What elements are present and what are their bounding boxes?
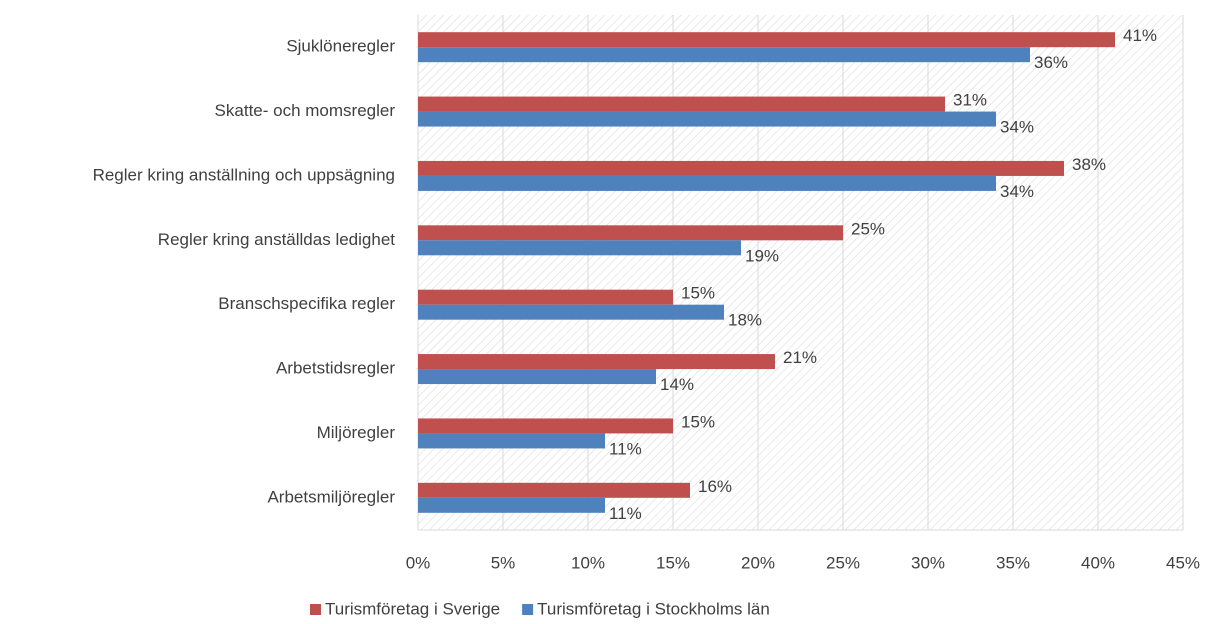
x-tick-label: 10% (571, 553, 605, 572)
data-label: 19% (745, 246, 779, 265)
data-label: 36% (1034, 53, 1068, 72)
data-label: 34% (1000, 182, 1034, 201)
data-label: 34% (1000, 118, 1034, 137)
data-label: 14% (660, 375, 694, 394)
x-tick-label: 5% (491, 553, 516, 572)
y-tick-label: Sjuklöneregler (286, 37, 395, 56)
legend-label: Turismföretag i Stockholms län (537, 599, 770, 618)
x-tick-label: 30% (911, 553, 945, 572)
data-label: 38% (1072, 155, 1106, 174)
x-tick-label: 40% (1081, 553, 1115, 572)
bar (418, 111, 996, 127)
data-label: 11% (609, 439, 642, 458)
legend-label: Turismföretag i Sverige (325, 599, 500, 618)
bar (418, 354, 775, 370)
x-tick-label: 15% (656, 553, 690, 572)
x-tick-label: 20% (741, 553, 775, 572)
bar (418, 225, 843, 241)
y-tick-label: Regler kring anställning och uppsägning (93, 165, 395, 184)
x-tick-label: 25% (826, 553, 860, 572)
data-label: 11% (609, 504, 642, 523)
data-label: 18% (728, 311, 762, 330)
y-tick-label: Skatte- och momsregler (215, 101, 396, 120)
bar (418, 482, 690, 498)
y-tick-label: Arbetstidsregler (276, 359, 395, 378)
data-label: 31% (953, 91, 987, 110)
bar (418, 47, 1030, 63)
data-label: 16% (698, 477, 732, 496)
bar (418, 160, 1064, 176)
bar (418, 289, 673, 305)
y-tick-label: Branschspecifika regler (218, 294, 395, 313)
x-tick-label: 45% (1166, 553, 1200, 572)
bar (418, 96, 945, 112)
bar (418, 32, 1115, 48)
bar (418, 433, 605, 449)
bar (418, 175, 996, 191)
bar (418, 304, 724, 320)
y-tick-label: Arbetsmiljöregler (267, 487, 395, 506)
x-tick-label: 0% (406, 553, 431, 572)
data-label: 15% (681, 412, 715, 431)
data-label: 21% (783, 348, 817, 367)
y-tick-label: Regler kring anställdas ledighet (158, 230, 395, 249)
data-label: 25% (851, 219, 885, 238)
data-label: 41% (1123, 26, 1157, 45)
bar (418, 369, 656, 385)
bar (418, 240, 741, 256)
bar (418, 497, 605, 513)
plot-area (418, 15, 1183, 530)
y-tick-label: Miljöregler (317, 423, 396, 442)
x-tick-label: 35% (996, 553, 1030, 572)
legend-swatch (522, 604, 534, 615)
bar (418, 418, 673, 434)
legend-swatch (310, 604, 321, 615)
data-label: 15% (681, 284, 715, 303)
